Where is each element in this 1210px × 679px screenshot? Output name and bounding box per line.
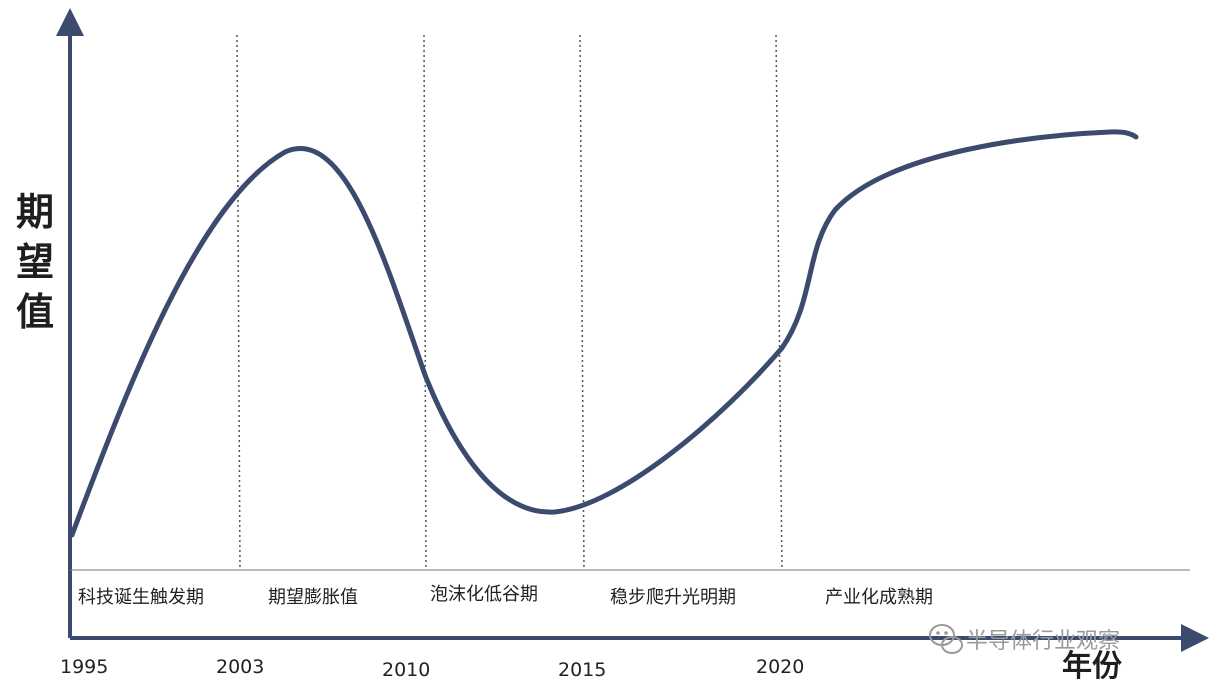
divider-2010	[423, 34, 427, 571]
phase-label-plateau: 产业化成熟期	[825, 587, 933, 608]
year-label-2010: 2010	[382, 659, 430, 679]
phase-label-slope: 稳步爬升光明期	[610, 587, 736, 608]
phase-label-trough: 泡沫化低谷期	[430, 584, 538, 605]
year-label-2015: 2015	[558, 659, 606, 679]
divider-2003	[236, 34, 241, 571]
watermark-text: 半导体行业观察	[966, 629, 1120, 654]
year-label-1995: 1995	[60, 656, 108, 678]
y-axis-label-char-1: 期	[16, 190, 54, 234]
divider-2020	[775, 34, 783, 571]
phase-label-trigger: 科技诞生触发期	[78, 587, 204, 608]
phase-label-peak: 期望膨胀值	[268, 587, 358, 608]
wechat-icon	[929, 624, 963, 654]
divider-2015	[579, 34, 585, 571]
year-label-2003: 2003	[216, 656, 264, 678]
y-axis-label-char-3: 值	[16, 290, 54, 334]
y-axis-label-char-2: 望	[16, 240, 54, 284]
hype-curve	[69, 129, 1139, 538]
x-axis-label: 年份	[1062, 649, 1122, 679]
year-label-2020: 2020	[756, 656, 804, 678]
